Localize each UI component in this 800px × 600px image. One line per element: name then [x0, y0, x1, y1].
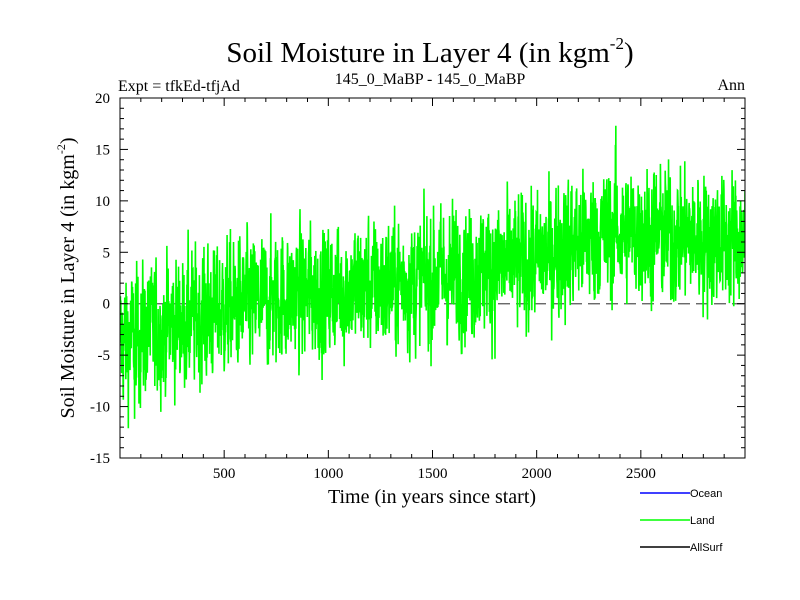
- legend-label-ocean: Ocean: [690, 488, 722, 500]
- x-axis-label: Time (in years since start): [328, 486, 536, 508]
- x-tick-label: 500: [213, 466, 236, 482]
- y-tick-label: -5: [98, 348, 111, 364]
- x-tick-label: 1000: [313, 466, 343, 482]
- y-tick-label: 20: [95, 91, 110, 107]
- y-tick-label: 5: [103, 245, 111, 261]
- x-tick-label: 2000: [522, 466, 552, 482]
- x-tick-label: 2500: [626, 466, 656, 482]
- legend: Ocean Land AllSurf: [640, 488, 723, 554]
- y-tick-label: -15: [90, 451, 110, 467]
- y-tick-label: 0: [103, 297, 111, 313]
- experiment-label: Expt = tfkEd-tfjAd: [118, 78, 240, 95]
- y-tick-label: -10: [90, 400, 110, 416]
- chart-title: Soil Moisture in Layer 4 (in kgm-2): [226, 34, 633, 69]
- legend-label-allsurf: AllSurf: [690, 542, 723, 554]
- series-line-land: [120, 125, 745, 429]
- legend-label-land: Land: [690, 515, 714, 527]
- season-label: Ann: [717, 77, 745, 94]
- y-tick-label: 10: [95, 194, 110, 210]
- period-label: 145_0_MaBP - 145_0_MaBP: [335, 71, 526, 88]
- x-tick-label: 1500: [418, 466, 448, 482]
- y-axis-label: Soil Moisture in Layer 4 (in kgm-2): [54, 137, 79, 418]
- y-tick-label: 15: [95, 142, 110, 158]
